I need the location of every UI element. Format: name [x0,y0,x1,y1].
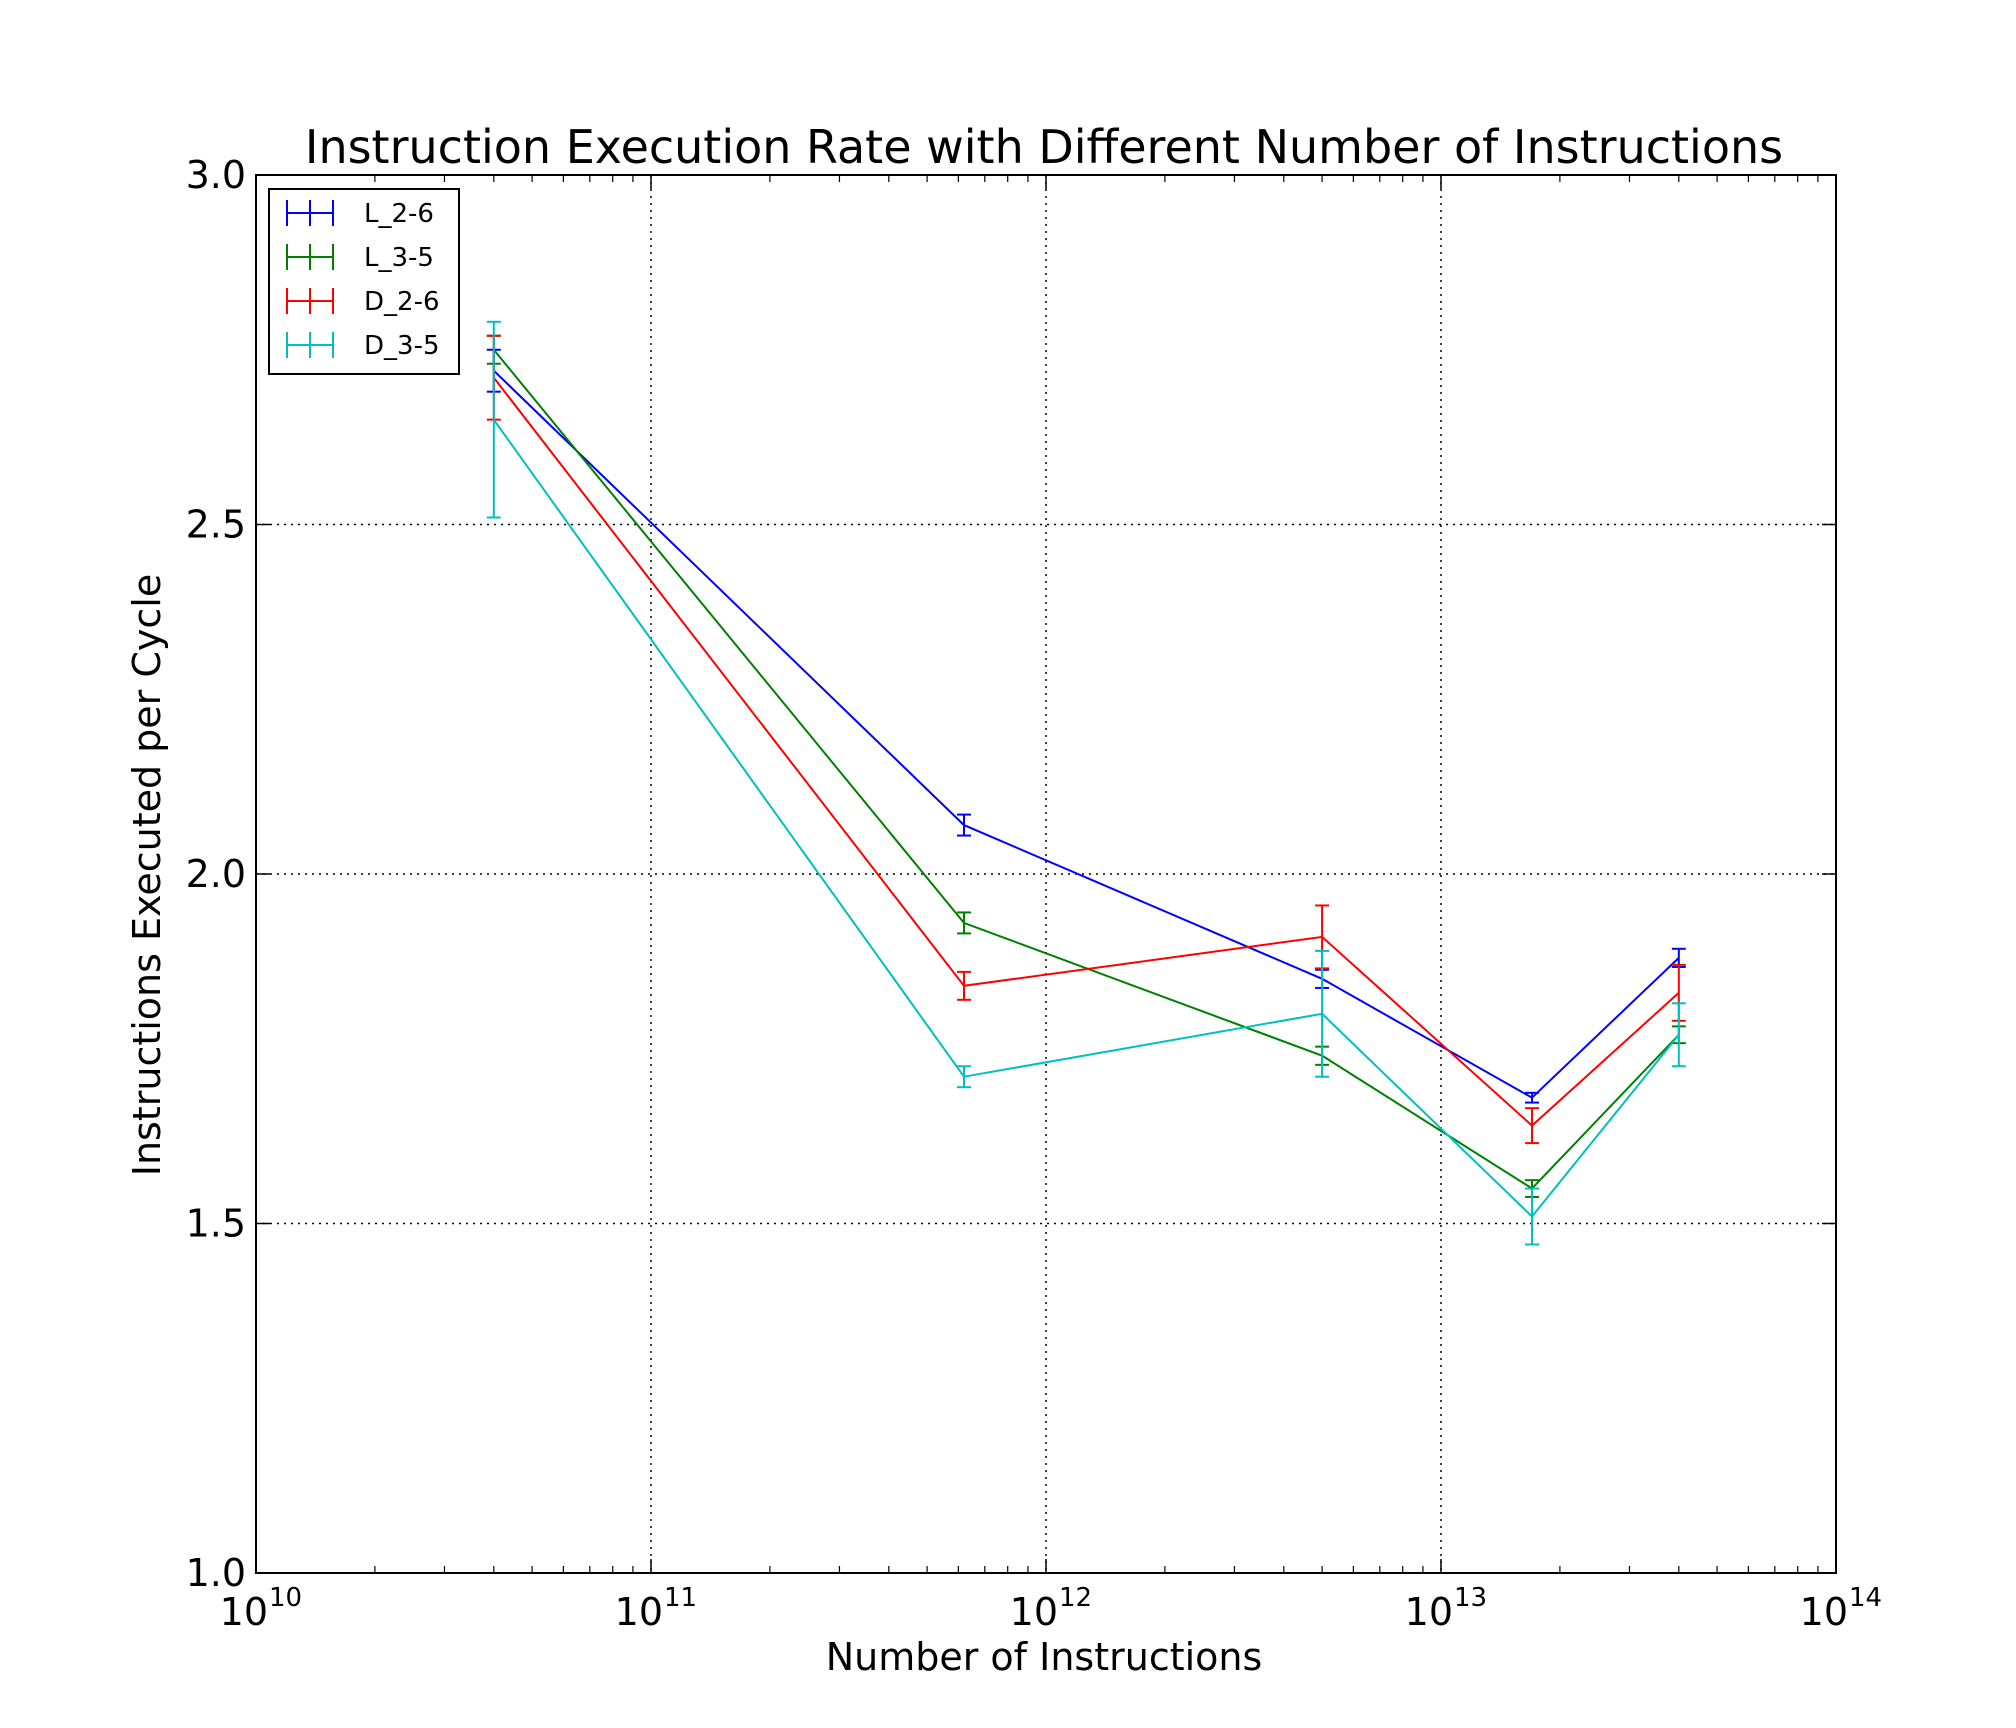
x-tick-label: 10 [1405,1590,1453,1634]
y-tick-label: 1.5 [186,1202,246,1246]
legend-label: D_3-5 [364,331,440,361]
axes: 10 10 10 11 10 12 10 13 10 141.01.52.02.53.0 [186,153,1883,1634]
series-D_3-5 [486,320,1686,1246]
x-tick-label-exponent: 10 [269,1583,302,1613]
legend-label: L_3-5 [364,243,434,273]
x-axis-label: Number of Instructions [826,1635,1263,1679]
y-tick-label: 2.5 [186,503,246,547]
legend-box [268,188,460,375]
x-tick-label: 10 [1010,1590,1058,1634]
y-tick-label: 1.0 [186,1551,246,1595]
legend-label: D_2-6 [364,287,440,317]
x-tick-label-exponent: 13 [1454,1583,1487,1613]
series-layer [486,320,1686,1246]
x-tick-label: 10 [220,1590,268,1634]
y-axis-label: Instructions Executed per Cycle [125,574,169,1176]
legend-label: L_2-6 [364,199,434,229]
x-tick-label-exponent: 11 [664,1583,697,1613]
grid [256,175,1836,1573]
x-tick-label: 10 [1800,1590,1848,1634]
x-tick-label-exponent: 14 [1849,1583,1882,1613]
x-tick-label: 10 [615,1590,663,1634]
y-tick-label: 2.0 [186,852,246,896]
chart-title: Instruction Execution Rate with Differen… [305,120,1783,174]
x-tick-label-exponent: 12 [1059,1583,1092,1613]
legend: L_2-6 L_3-5 D_2-6 D_3-5 [268,188,460,375]
y-tick-label: 3.0 [186,153,246,197]
